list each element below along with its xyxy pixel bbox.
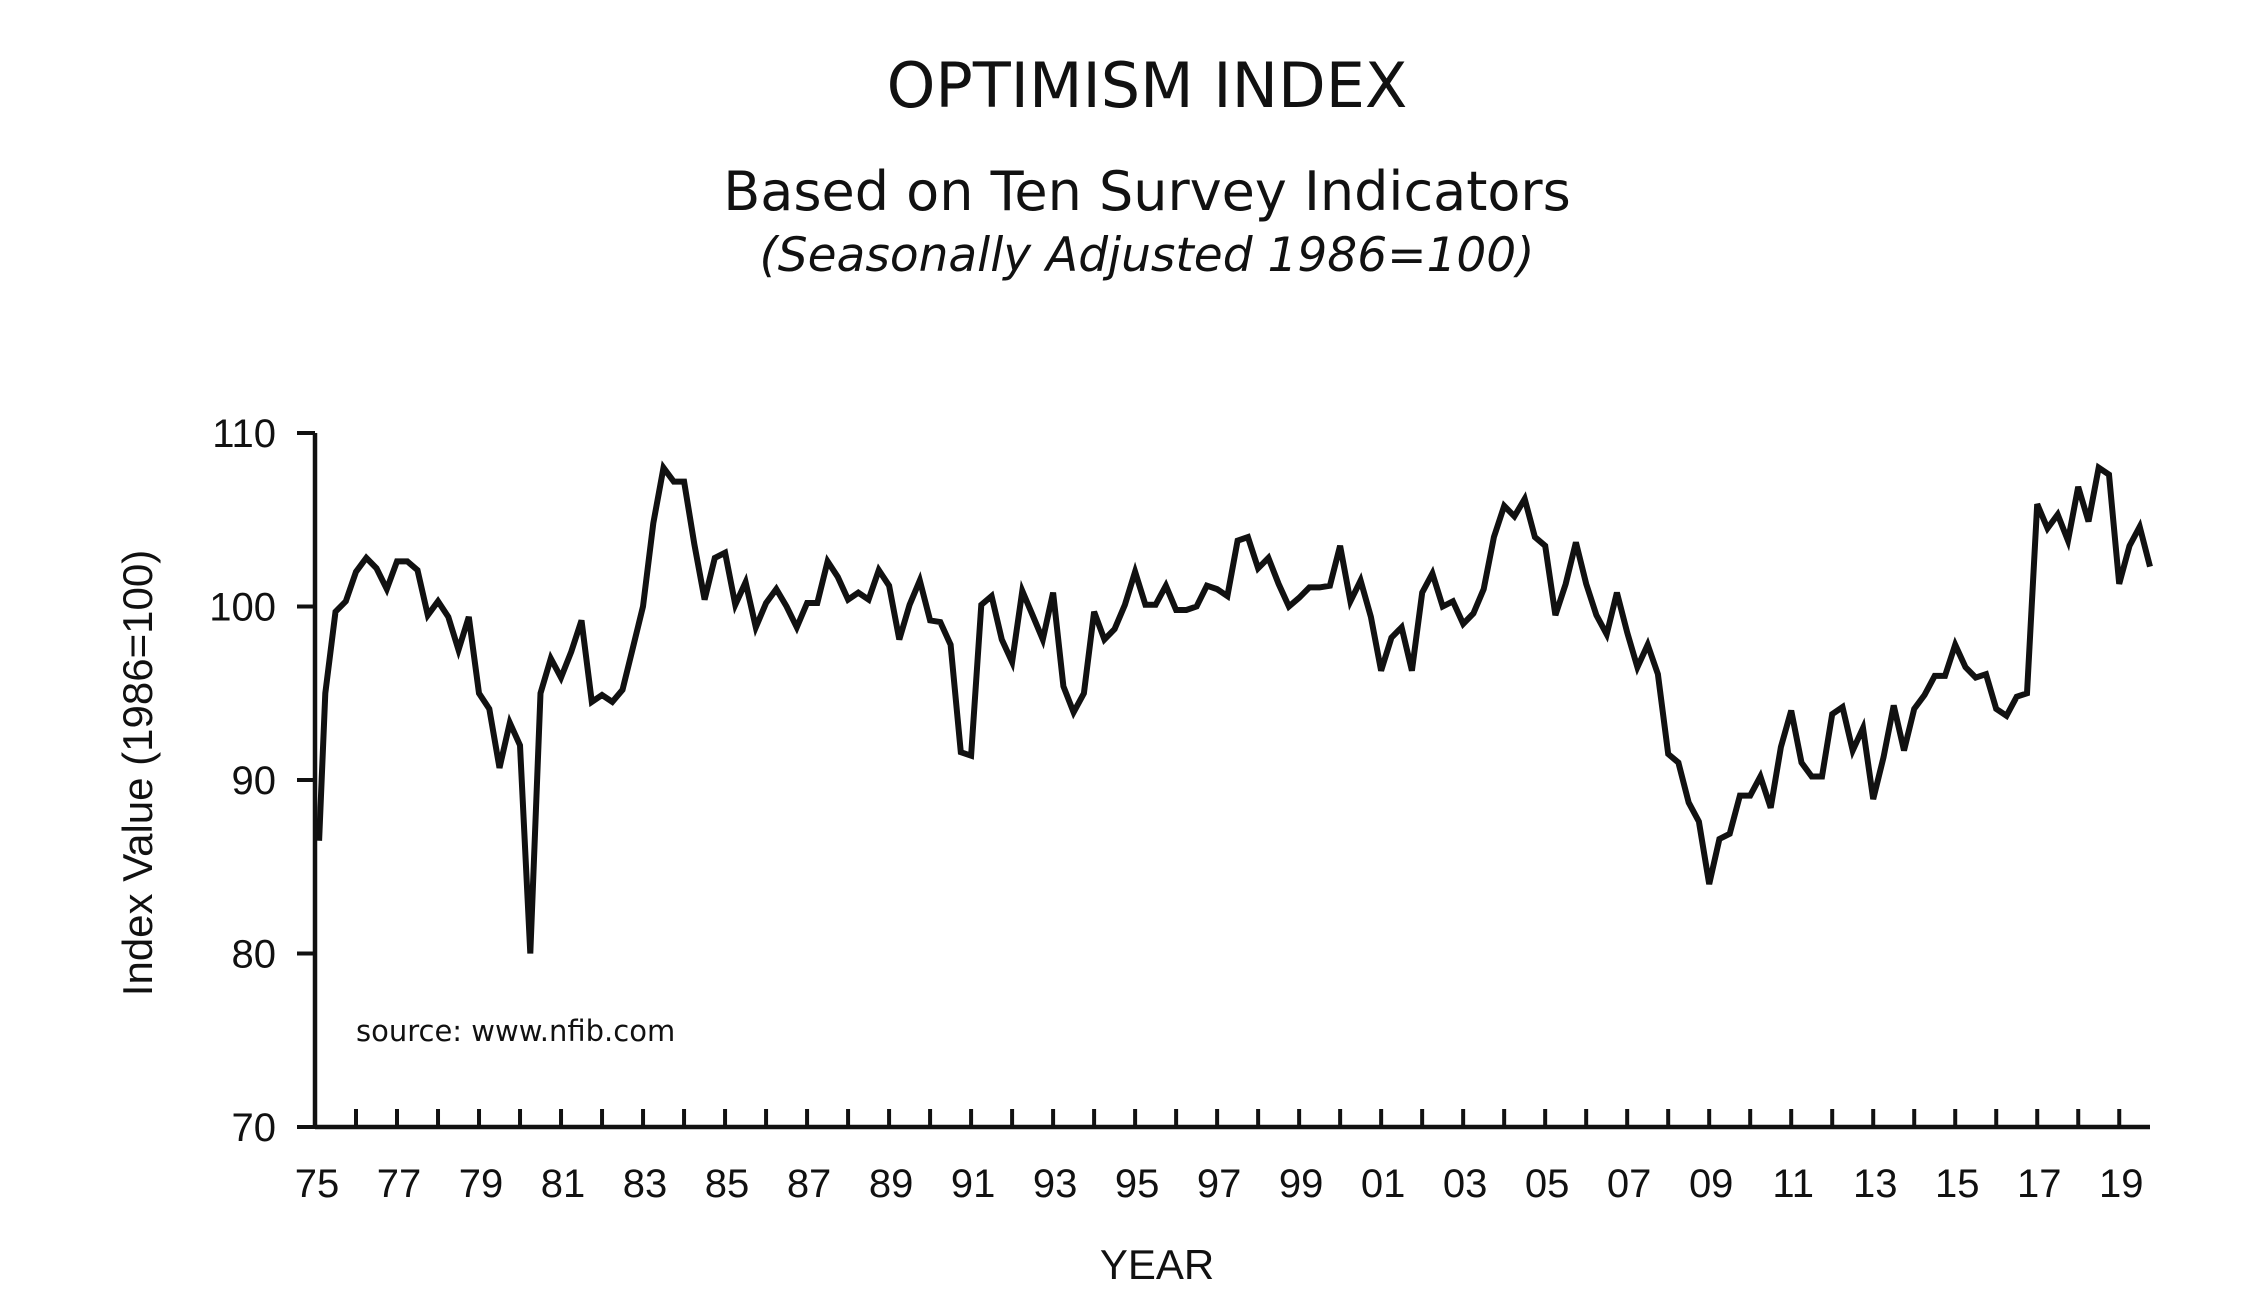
x-tick-label-13: 13 xyxy=(1853,1162,1898,1206)
x-tick-label-15: 15 xyxy=(1935,1162,1980,1206)
chart-note: (Seasonally Adjusted 1986=100) xyxy=(759,228,1534,283)
chart-title: OPTIMISM INDEX xyxy=(887,49,1408,122)
y-axis-title: Index Value (1986=100) xyxy=(114,550,161,996)
x-tick-label-07: 07 xyxy=(1607,1162,1652,1206)
x-tick-label-91: 91 xyxy=(951,1162,996,1206)
x-tick-label-87: 87 xyxy=(787,1162,832,1206)
y-tick-label-110: 110 xyxy=(212,412,276,456)
y-ticks: 70 80 90 100 110 xyxy=(209,412,315,1150)
y-tick-label-80: 80 xyxy=(232,933,277,977)
series-layer xyxy=(316,460,2153,954)
x-tick-label-89: 89 xyxy=(869,1162,914,1206)
x-tick-label-85: 85 xyxy=(705,1162,750,1206)
x-tick-label-09: 09 xyxy=(1689,1162,1734,1206)
x-tick-label-17: 17 xyxy=(2017,1162,2062,1206)
x-tick-label-75: 75 xyxy=(295,1162,340,1206)
x-tick-label-93: 93 xyxy=(1033,1162,1078,1206)
x-tick-label-95: 95 xyxy=(1115,1162,1160,1206)
y-tick-label-90: 90 xyxy=(232,759,277,803)
x-tick-label-83: 83 xyxy=(623,1162,668,1206)
x-tick-label-03: 03 xyxy=(1443,1162,1488,1206)
x-tick-label-01: 01 xyxy=(1361,1162,1406,1206)
x-tick-label-77: 77 xyxy=(377,1162,422,1206)
y-tick-label-100: 100 xyxy=(209,586,276,630)
x-tick-label-81: 81 xyxy=(541,1162,586,1206)
x-tick-label-99: 99 xyxy=(1279,1162,1324,1206)
x-axis-title: YEAR xyxy=(1100,1241,1214,1288)
x-tick-label-97: 97 xyxy=(1197,1162,1242,1206)
y-tick-label-70: 70 xyxy=(232,1106,277,1150)
series-line-0 xyxy=(316,460,2153,954)
x-tick-label-11: 11 xyxy=(1772,1162,1814,1206)
x-tick-label-05: 05 xyxy=(1525,1162,1570,1206)
x-tick-label-79: 79 xyxy=(459,1162,504,1206)
x-ticks: 75 77 79 81 83 85 87 89 91 93 95 97 99 01 03 05 07 09 11 13… xyxy=(295,1109,2144,1206)
chart-subtitle: Based on Ten Survey Indicators xyxy=(723,160,1571,223)
source-note: source: www.nfib.com xyxy=(356,1014,675,1048)
x-tick-label-19: 19 xyxy=(2099,1162,2144,1206)
